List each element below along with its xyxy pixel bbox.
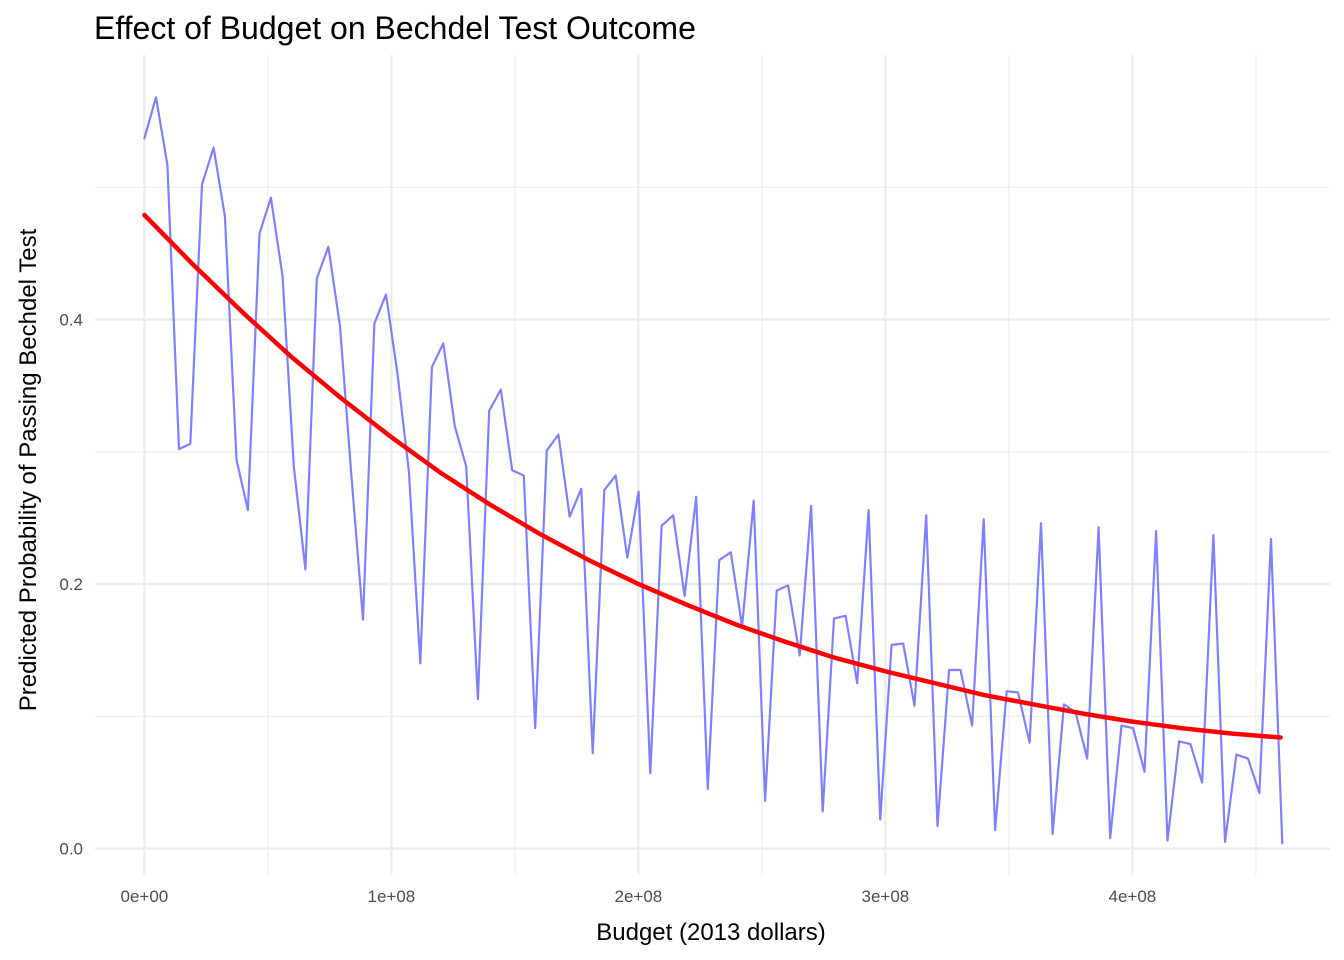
y-axis-ticks: 0.0 0.2 0.4: [59, 311, 83, 859]
y-tick-label: 0.0: [59, 840, 83, 859]
y-tick-label: 0.4: [59, 311, 83, 330]
x-tick-label: 1e+08: [368, 887, 416, 906]
chart-title: Effect of Budget on Bechdel Test Outcome: [94, 10, 696, 46]
x-tick-label: 2e+08: [615, 887, 663, 906]
x-axis-title: Budget (2013 dollars): [596, 919, 825, 946]
series-line-fitted: [142, 212, 1283, 740]
series-layer: [142, 96, 1284, 845]
series-line-predicted: [143, 96, 1284, 845]
x-tick-label: 3e+08: [862, 887, 910, 906]
y-axis-title: Predicted Probability of Passing Bechdel…: [15, 228, 42, 711]
x-tick-label: 4e+08: [1109, 887, 1157, 906]
x-tick-label: 0e+00: [121, 887, 169, 906]
x-axis-ticks: 0e+00 1e+08 2e+08 3e+08 4e+08: [121, 887, 1157, 906]
grid-major: [95, 55, 1330, 875]
y-tick-label: 0.2: [59, 575, 83, 594]
